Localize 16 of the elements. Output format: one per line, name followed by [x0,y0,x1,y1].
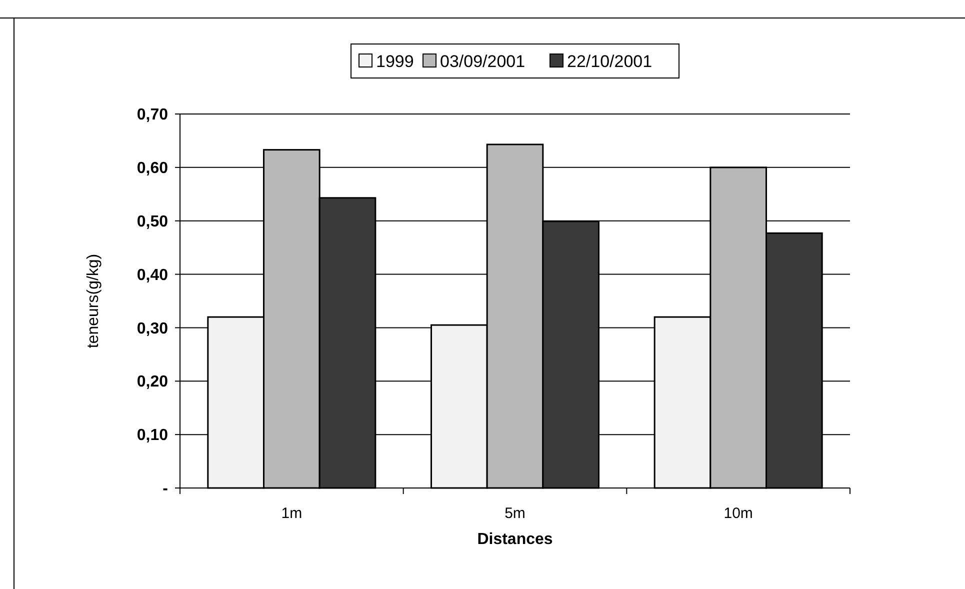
y-tick-label: 0,50 [136,213,168,230]
y-tick-label: 0,10 [136,427,168,444]
x-tick-label: 5m [504,505,526,522]
y-tick-label: 0,60 [136,160,168,178]
y-tick-label: 0,20 [136,374,168,391]
x-tick-label: 10m [724,505,753,522]
legend-label: 22/10/2001 [567,52,652,71]
x-tick-label: 1m [281,505,302,522]
y-tick-label: - [162,480,168,498]
y-axis-title: teneurs(g/kg) [85,254,102,348]
y-tick-label: 0,70 [136,106,168,124]
y-tick-label: 0,30 [136,320,168,338]
y-tick-label: 0,40 [136,266,168,284]
legend-label: 03/09/2001 [440,52,526,71]
x-axis-title: Distances [477,531,553,548]
legend-label: 1999 [376,52,414,71]
